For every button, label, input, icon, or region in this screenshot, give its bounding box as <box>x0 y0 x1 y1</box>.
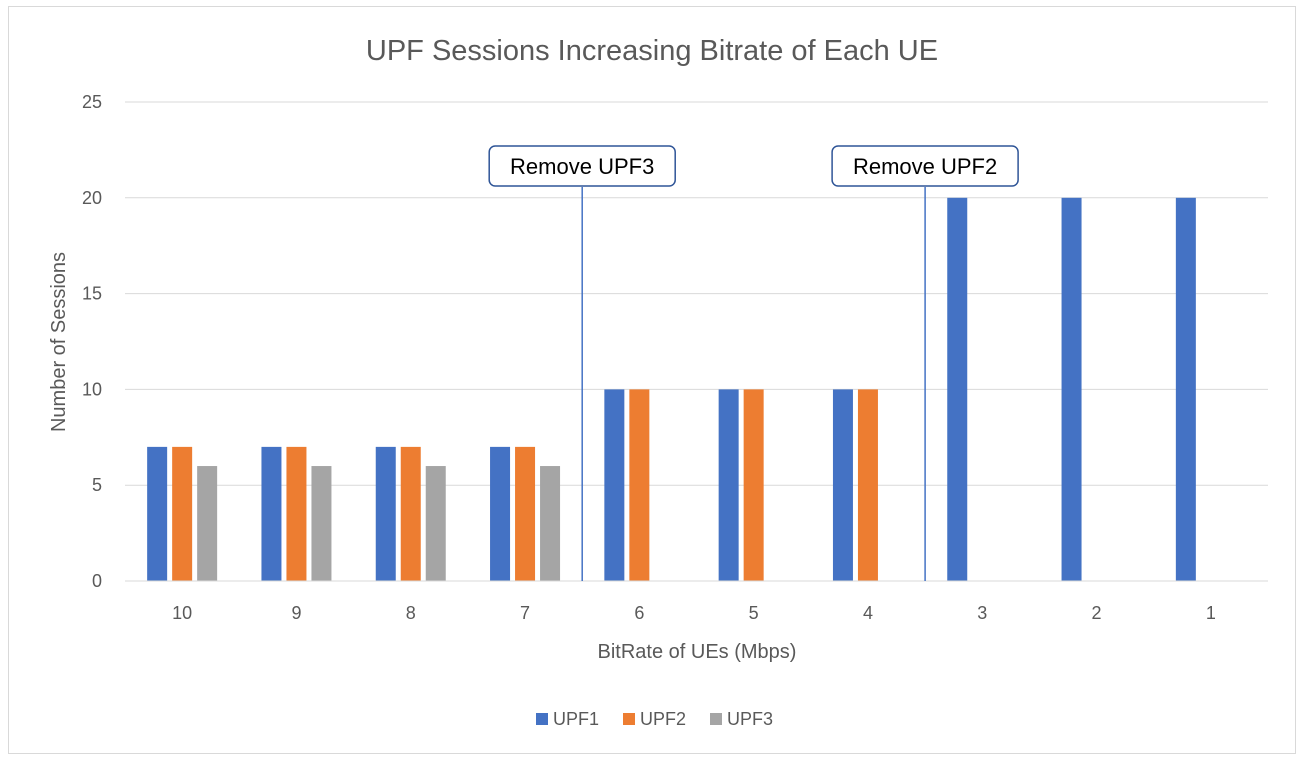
bar-upf2 <box>172 446 193 581</box>
legend-swatch-upf2 <box>623 713 635 725</box>
bar-upf3 <box>540 466 561 581</box>
x-tick-label: 1 <box>1206 603 1216 623</box>
bar-upf1 <box>832 389 853 581</box>
bars <box>147 197 1196 582</box>
y-tick-label: 5 <box>92 475 102 495</box>
bar-upf2 <box>629 389 650 581</box>
chart-title: UPF Sessions Increasing Bitrate of Each … <box>366 35 938 67</box>
bar-upf1 <box>604 389 625 581</box>
x-tick-label: 9 <box>291 603 301 623</box>
x-tick-label: 6 <box>634 603 644 623</box>
x-tick-label: 3 <box>977 603 987 623</box>
bar-upf1 <box>147 446 168 581</box>
legend-label: UPF3 <box>727 709 773 729</box>
x-axis-label: BitRate of UEs (Mbps) <box>598 641 797 663</box>
bar-upf1 <box>718 389 739 581</box>
legend-swatch-upf3 <box>710 713 722 725</box>
y-tick-label: 15 <box>82 284 102 304</box>
annotation-label: Remove UPF2 <box>853 154 997 179</box>
x-tick-label: 10 <box>172 603 192 623</box>
y-tick-label: 20 <box>82 188 102 208</box>
annotations: Remove UPF3 Remove UPF2 <box>488 145 1019 581</box>
bar-upf2 <box>286 446 307 581</box>
legend: UPF1 UPF2 UPF3 <box>536 709 773 729</box>
bar-upf2 <box>857 389 878 581</box>
bar-upf1 <box>947 197 968 582</box>
x-axis-ticks: 10 9 8 7 6 5 4 3 2 1 <box>125 580 1268 623</box>
bar-upf1 <box>1061 197 1082 582</box>
y-tick-label: 10 <box>82 379 102 399</box>
annotation-callout <box>831 145 1019 187</box>
annotation-callout <box>488 145 676 187</box>
bar-upf2 <box>743 389 764 581</box>
y-tick-label: 25 <box>82 92 102 112</box>
bar-upf2 <box>400 446 421 581</box>
bar-upf3 <box>311 466 332 581</box>
x-tick-label: 5 <box>749 603 759 623</box>
y-tick-label: 0 <box>92 571 102 591</box>
legend-swatch-upf1 <box>536 713 548 725</box>
bar-upf1 <box>490 446 511 581</box>
bar-upf3 <box>425 466 446 581</box>
bar-upf1 <box>1175 197 1196 582</box>
bar-upf1 <box>375 446 396 581</box>
y-axis-label: Number of Sessions <box>48 252 70 432</box>
x-tick-label: 2 <box>1092 603 1102 623</box>
x-tick-label: 7 <box>520 603 530 623</box>
legend-label: UPF2 <box>640 709 686 729</box>
legend-label: UPF1 <box>553 709 599 729</box>
y-axis-ticks: 0 5 10 15 20 25 <box>82 92 102 591</box>
annotation-label: Remove UPF3 <box>510 154 654 179</box>
bar-upf1 <box>261 446 282 581</box>
x-tick-label: 8 <box>406 603 416 623</box>
bar-upf3 <box>197 466 218 581</box>
x-tick-label: 4 <box>863 603 873 623</box>
bar-upf2 <box>515 446 536 581</box>
